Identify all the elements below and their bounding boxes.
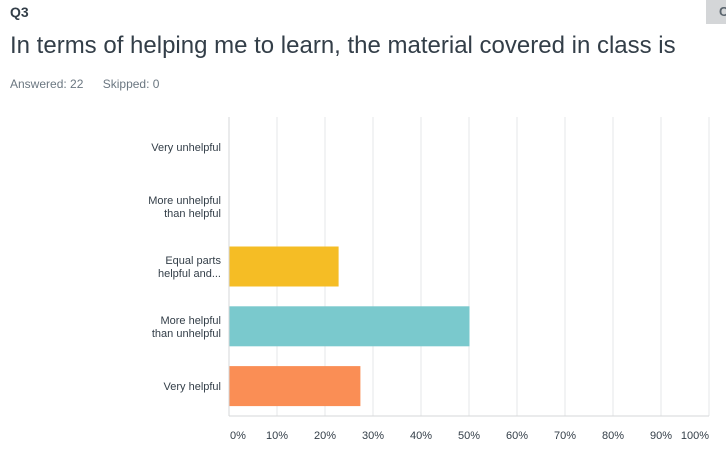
category-label-line: Equal parts — [165, 255, 221, 267]
corner-button[interactable]: C — [706, 0, 726, 24]
x-tick-label: 60% — [506, 430, 528, 442]
category-label-line: Very unhelpful — [151, 142, 221, 154]
x-tick-label: 40% — [410, 430, 432, 442]
x-tick-label: 10% — [266, 430, 288, 442]
category-label-line: than unhelpful — [152, 328, 221, 340]
category-label: More unhelpful than helpful — [148, 195, 221, 220]
question-number: Q3 — [10, 4, 29, 20]
category-label-line: More unhelpful — [148, 195, 221, 207]
bar[interactable] — [229, 246, 339, 287]
answered-count: Answered: 22 — [10, 77, 84, 91]
x-tick-label: 70% — [554, 430, 576, 442]
skipped-count: Skipped: 0 — [102, 77, 160, 91]
category-label: Very helpful — [164, 381, 221, 393]
category-label: More helpful than unhelpful — [152, 315, 221, 340]
category-label-line: More helpful — [160, 315, 221, 327]
x-tick-label: 0% — [230, 430, 246, 442]
bar[interactable] — [229, 366, 361, 407]
category-label-line: Very helpful — [164, 381, 221, 393]
x-tick-label: 90% — [650, 430, 672, 442]
x-tick-label: 30% — [362, 430, 384, 442]
category-label-line: helpful and... — [158, 268, 221, 280]
category-label-line: than helpful — [164, 208, 221, 220]
x-tick-label: 80% — [602, 430, 624, 442]
category-labels: Very unhelpful More unhelpful than helpful… — [148, 142, 221, 393]
x-tick-label: 100% — [681, 430, 709, 442]
x-tick-labels: 0% 10% 20% 30% 40% 50% 60% 70% 80% 90% 100% — [230, 430, 709, 442]
bars — [229, 246, 470, 407]
bar[interactable] — [229, 306, 470, 347]
response-stats: Answered: 22 Skipped: 0 — [10, 77, 175, 91]
category-label: Very unhelpful — [151, 142, 221, 154]
axes — [228, 117, 709, 417]
category-label: Equal parts helpful and... — [158, 255, 221, 280]
x-tick-label: 20% — [314, 430, 336, 442]
gridlines — [276, 117, 710, 416]
question-title: In terms of helping me to learn, the mat… — [10, 32, 676, 59]
x-tick-label: 50% — [458, 430, 480, 442]
